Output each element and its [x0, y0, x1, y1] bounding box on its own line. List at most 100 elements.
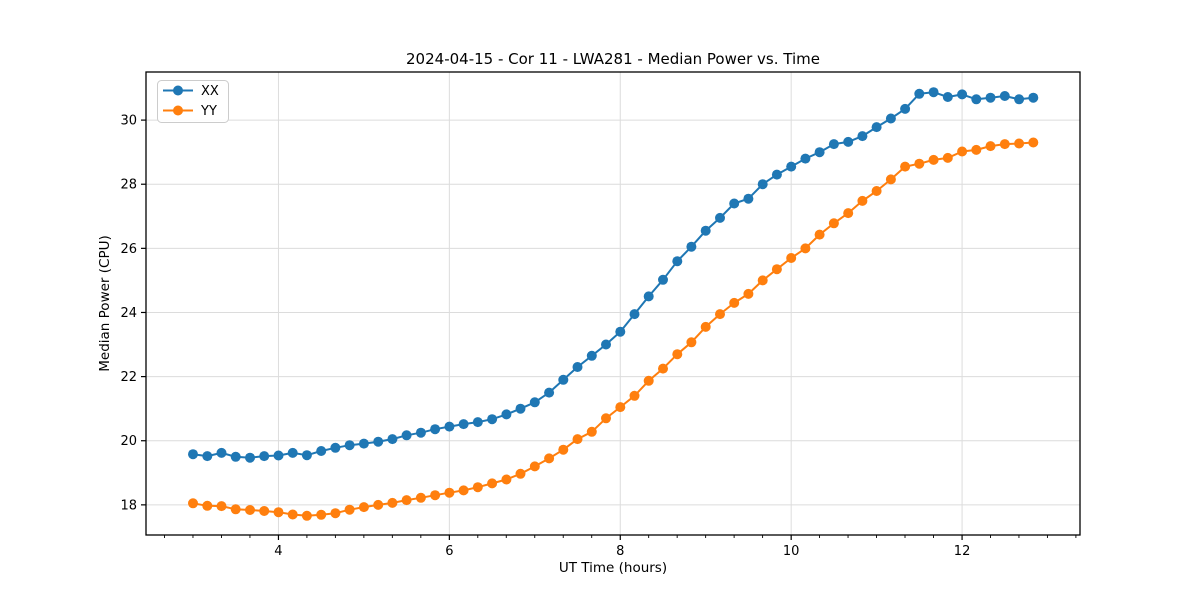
data-point-yy — [373, 499, 384, 510]
data-point-yy — [828, 218, 839, 229]
data-point-xx — [871, 122, 882, 133]
data-point-xx — [586, 350, 597, 361]
data-point-yy — [771, 264, 782, 275]
data-point-xx — [715, 212, 725, 223]
data-point-xx — [287, 447, 298, 458]
legend-label-xx: XX — [201, 84, 219, 99]
data-series — [188, 87, 1039, 521]
data-point-xx — [529, 397, 540, 408]
data-point-xx — [672, 256, 683, 267]
data-point-yy — [401, 495, 412, 506]
data-point-yy — [672, 349, 683, 360]
data-point-yy — [658, 363, 668, 374]
data-point-yy — [700, 321, 711, 332]
data-point-yy — [358, 502, 369, 513]
legend-marker-yy — [173, 105, 183, 116]
data-point-xx — [358, 438, 369, 449]
x-axis-label: UT Time (hours) — [559, 560, 667, 576]
data-point-xx — [885, 113, 896, 124]
data-point-xx — [757, 179, 768, 190]
data-point-yy — [586, 426, 597, 437]
data-point-yy — [501, 474, 512, 485]
data-point-yy — [871, 186, 882, 196]
data-point-yy — [529, 461, 540, 472]
data-point-yy — [515, 468, 526, 479]
data-point-xx — [572, 362, 583, 372]
data-point-xx — [245, 452, 255, 463]
data-point-xx — [387, 434, 398, 445]
data-point-xx — [814, 147, 825, 158]
y-tick-label: 30 — [120, 114, 137, 129]
axes — [141, 71, 1081, 540]
x-tick-label: 4 — [274, 544, 282, 559]
data-point-yy — [330, 508, 341, 519]
data-point-yy — [857, 195, 868, 206]
data-point-yy — [344, 504, 355, 515]
data-point-xx — [515, 403, 526, 414]
data-point-xx — [472, 417, 483, 428]
data-point-xx — [487, 414, 498, 425]
data-point-yy — [458, 485, 469, 496]
plot-border — [145, 71, 1081, 536]
data-point-xx — [316, 446, 327, 456]
data-point-yy — [757, 275, 768, 286]
data-point-yy — [188, 498, 198, 509]
data-point-yy — [643, 375, 654, 386]
data-point-xx — [501, 409, 512, 420]
data-point-xx — [202, 451, 213, 462]
data-point-xx — [771, 169, 782, 180]
y-tick-label: 26 — [120, 242, 137, 257]
data-point-yy — [558, 444, 569, 455]
data-point-yy — [1028, 137, 1039, 148]
series-line-yy — [192, 141, 1034, 517]
data-point-yy — [415, 492, 426, 503]
data-point-yy — [572, 434, 583, 445]
data-point-yy — [800, 243, 811, 254]
data-point-yy — [444, 487, 455, 498]
y-axis-label: Median Power (CPU) — [97, 235, 113, 371]
data-point-xx — [601, 339, 611, 350]
data-point-xx — [942, 92, 953, 102]
y-tick-label: 24 — [120, 306, 137, 321]
data-point-yy — [301, 510, 312, 521]
data-point-yy — [430, 490, 441, 501]
data-point-xx — [188, 449, 198, 460]
data-point-yy — [942, 152, 953, 163]
data-point-yy — [686, 337, 697, 348]
data-point-xx — [230, 451, 241, 462]
data-point-yy — [472, 482, 483, 493]
data-point-yy — [216, 501, 227, 512]
data-point-xx — [615, 326, 626, 337]
data-point-xx — [415, 427, 426, 438]
data-point-xx — [344, 440, 355, 451]
data-point-xx — [301, 450, 312, 461]
data-point-xx — [643, 291, 654, 302]
data-point-yy — [985, 141, 996, 152]
data-point-yy — [999, 139, 1010, 150]
data-point-yy — [843, 208, 854, 219]
data-point-xx — [1014, 94, 1025, 105]
x-tick-label: 12 — [954, 544, 971, 559]
data-point-yy — [957, 146, 968, 157]
data-point-xx — [458, 419, 469, 430]
data-point-xx — [373, 436, 384, 447]
data-point-xx — [216, 447, 227, 458]
data-point-xx — [629, 309, 640, 320]
data-point-yy — [273, 507, 284, 518]
data-point-xx — [1028, 92, 1039, 103]
data-point-yy — [230, 504, 241, 515]
data-point-yy — [487, 478, 498, 489]
data-point-xx — [700, 225, 711, 236]
data-point-yy — [971, 144, 982, 155]
data-point-yy — [914, 158, 925, 169]
data-point-xx — [843, 136, 854, 147]
data-point-yy — [287, 509, 298, 520]
data-point-xx — [786, 161, 797, 172]
data-point-xx — [928, 87, 939, 98]
data-point-yy — [743, 288, 754, 299]
data-point-yy — [928, 154, 939, 165]
data-point-xx — [800, 153, 811, 164]
y-tick-label: 20 — [120, 434, 137, 449]
data-point-yy — [629, 390, 640, 401]
